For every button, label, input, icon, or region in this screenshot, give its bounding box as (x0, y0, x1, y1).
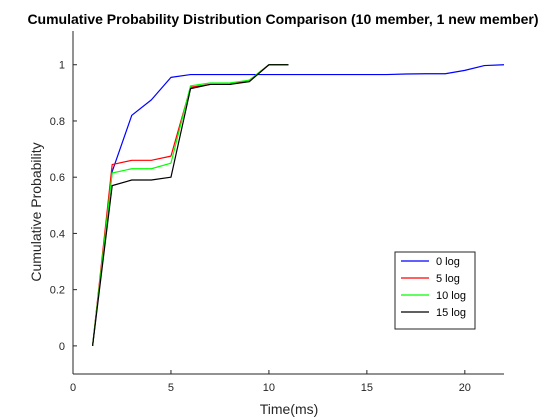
x-tick-label: 20 (459, 382, 471, 394)
x-tick-label: 10 (263, 382, 275, 394)
legend: 0 log 5 log 10 log 15 log (394, 251, 476, 330)
series-line-15-log (91, 64, 289, 346)
series-line-5-log (91, 64, 289, 346)
series-line-0-log (91, 64, 505, 346)
y-tick-label: 0.6 (50, 172, 65, 184)
x-axis-label: Time(ms) (260, 401, 319, 417)
x-tick-label: 0 (70, 382, 76, 394)
legend-box (394, 251, 476, 330)
x-tick-label: 15 (361, 382, 373, 394)
legend-label: 10 log (436, 290, 466, 302)
y-tick-label: 0.4 (50, 228, 65, 240)
y-tick-label: 0.2 (50, 285, 65, 297)
y-tick-label: 0.8 (50, 116, 65, 128)
legend-label: 0 log (436, 256, 460, 268)
y-tick-label: 0 (59, 341, 65, 353)
series-line-10-log (91, 64, 289, 346)
legend-label: 15 log (436, 307, 466, 319)
chart-title: Cumulative Probability Distribution Comp… (27, 11, 538, 27)
y-axis-label: Cumulative Probability (28, 142, 44, 281)
plot-area (91, 64, 505, 346)
y-tick-label: 1 (59, 60, 65, 72)
legend-label: 5 log (436, 273, 460, 285)
axes: 0 5 10 15 20 0 0.2 0.4 0.6 0.8 1 (50, 31, 504, 394)
x-tick-label: 5 (168, 382, 174, 394)
